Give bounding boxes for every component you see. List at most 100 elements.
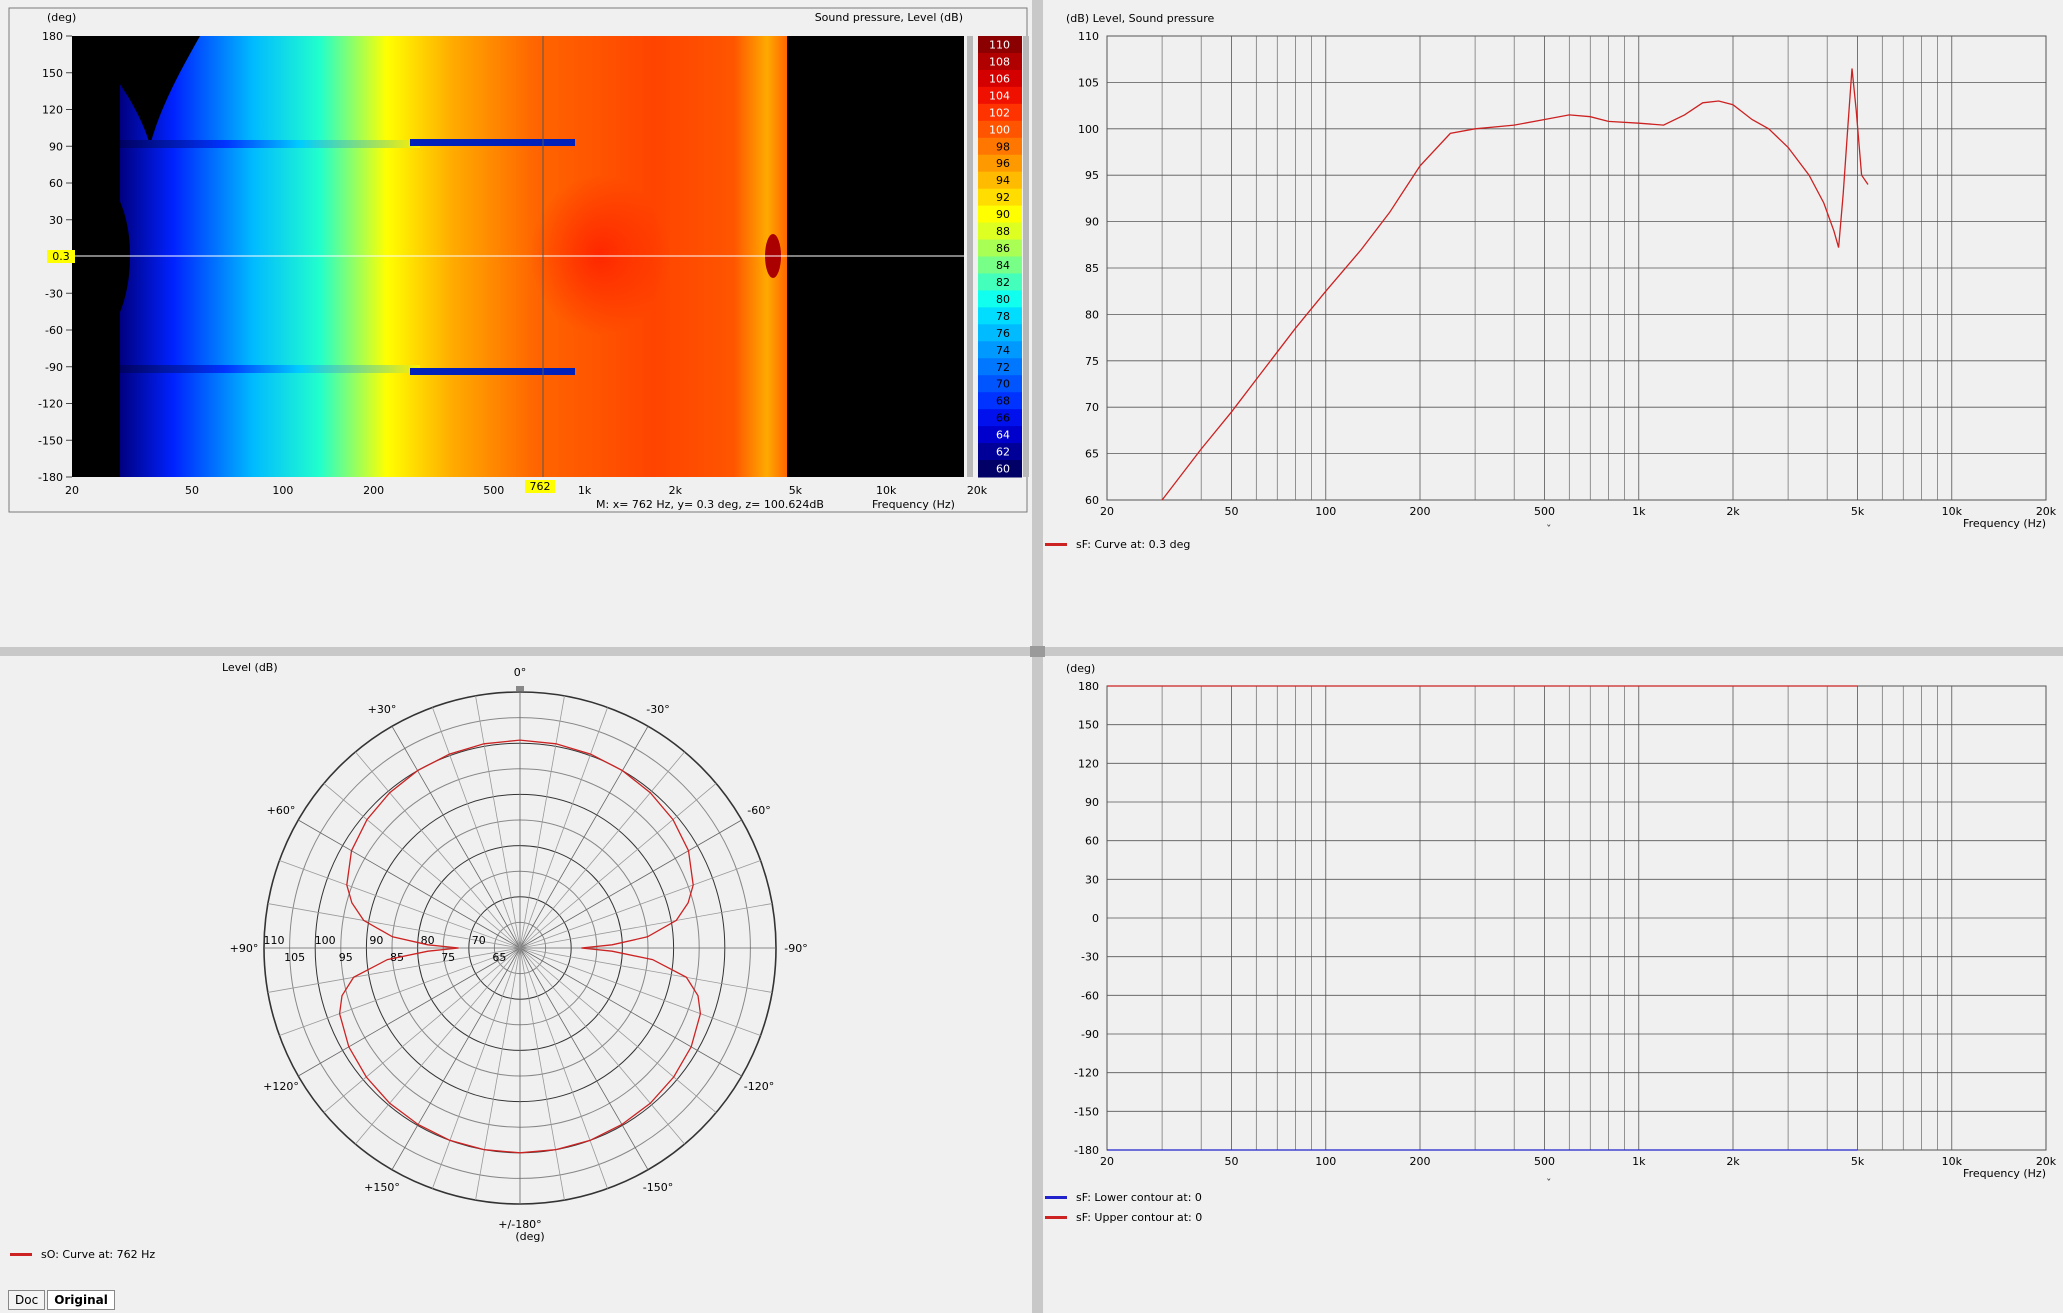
- sonogram-y-tick: -120: [38, 398, 63, 411]
- scale-label: 68: [996, 395, 1010, 408]
- polar-spoke: [267, 903, 521, 949]
- polar-ring-label: 70: [472, 934, 486, 947]
- scale-swatch: [978, 256, 1022, 274]
- polar-spoke: [519, 751, 685, 949]
- polar-spoke: [279, 860, 521, 949]
- frequency-response-legend: sF: Curve at: 0.3 deg: [1045, 538, 1190, 551]
- tab-doc[interactable]: Doc: [8, 1290, 46, 1310]
- x-tick-label: 20k: [2036, 505, 2057, 518]
- y-tick-label: 65: [1085, 448, 1099, 461]
- sonogram-x-tick: 10k: [876, 484, 897, 497]
- sonogram-y-tick: 90: [49, 140, 63, 153]
- contour-legend-upper: sF: Upper contour at: 0: [1045, 1211, 1202, 1224]
- scale-label: 82: [996, 276, 1010, 289]
- y-tick-label: 30: [1085, 873, 1099, 886]
- scale-swatch: [978, 154, 1022, 173]
- x-tick-label: 10k: [1942, 1155, 1963, 1168]
- scale-label: 110: [989, 38, 1010, 51]
- polar-spoke: [475, 695, 521, 949]
- x-tick-label: 5k: [1851, 1155, 1865, 1168]
- scale-swatch: [978, 341, 1022, 359]
- tab-original[interactable]: Original: [47, 1290, 115, 1310]
- scale-label: 90: [996, 208, 1010, 221]
- scale-label: 102: [989, 106, 1010, 119]
- y-axis-label: (deg): [1066, 662, 1095, 675]
- polar-spoke: [519, 903, 773, 949]
- scale-label: 106: [989, 72, 1010, 85]
- scale-label: 60: [996, 463, 1010, 476]
- x-tick-label: 20k: [2036, 1155, 2057, 1168]
- sonogram-scale-slider-right[interactable]: [1023, 36, 1029, 477]
- y-tick-label: -150: [1074, 1105, 1099, 1118]
- polar-chart[interactable]: Level (dB)110105100959085807570650°-30°-…: [0, 656, 1032, 1256]
- y-axis-label: (dB) Level, Sound pressure: [1066, 12, 1215, 25]
- scale-swatch: [978, 290, 1022, 308]
- scale-label: 86: [996, 242, 1010, 255]
- legend-label-upper: sF: Upper contour at: 0: [1076, 1211, 1203, 1224]
- y-tick-label: -30: [1081, 951, 1099, 964]
- polar-ring-label: 100: [315, 934, 336, 947]
- polar-spoke: [298, 819, 521, 949]
- polar-spoke: [355, 947, 521, 1145]
- scale-label: 62: [996, 446, 1010, 459]
- polar-spoke: [519, 947, 685, 1145]
- polar-spoke: [519, 947, 717, 1113]
- polar-angle-label: +60°: [267, 804, 296, 817]
- polar-ring-label: 75: [441, 951, 455, 964]
- sonogram-x-tick: 20k: [967, 484, 988, 497]
- polar-spoke: [519, 726, 649, 949]
- scale-label: 66: [996, 412, 1010, 425]
- legend-label-curve: sF: Curve at: 0.3 deg: [1076, 538, 1191, 551]
- sonogram-y-tick: -180: [38, 471, 63, 484]
- polar-angle-label: +150°: [364, 1181, 400, 1194]
- splitter-knob[interactable]: [1030, 646, 1045, 657]
- legend-label-lower: sF: Lower contour at: 0: [1076, 1191, 1202, 1204]
- legend-swatch-curve: [1045, 543, 1067, 546]
- polar-spoke: [519, 860, 761, 949]
- sonogram-xlabel: Frequency (Hz): [872, 498, 955, 511]
- sonogram-x-axis: 20 50 100 200 500 1k 2k 5k 10k 20k: [65, 484, 988, 497]
- sonogram-low-freq-mask-top: [72, 36, 200, 145]
- horizontal-splitter-right[interactable]: [1043, 647, 2063, 656]
- y-tick-label: 95: [1085, 169, 1099, 182]
- scale-label: 78: [996, 310, 1010, 323]
- sonogram-y-tick: 180: [42, 30, 63, 43]
- sonogram-chart[interactable]: (deg) Sound pressure, Level (dB) 180 150 1…: [0, 0, 1032, 647]
- polar-legend: sO: Curve at: 762 Hz: [10, 1248, 155, 1261]
- legend-swatch-upper: [1045, 1216, 1067, 1219]
- scale-label: 104: [989, 89, 1010, 102]
- contour-expand-icon[interactable]: ˇ: [1546, 1177, 1552, 1190]
- polar-spoke: [432, 947, 521, 1189]
- scale-swatch: [978, 188, 1022, 207]
- polar-spoke: [432, 707, 521, 949]
- polar-series-curve[interactable]: [338, 739, 702, 1154]
- polar-angle-label: -60°: [747, 804, 770, 817]
- polar-angle-label: -30°: [646, 703, 669, 716]
- y-tick-label: 105: [1078, 76, 1099, 89]
- series-line-0[interactable]: [1161, 68, 1869, 501]
- legend-swatch-lower: [1045, 1196, 1067, 1199]
- scale-swatch: [978, 137, 1022, 156]
- polar-title: Level (dB): [222, 661, 278, 674]
- horizontal-splitter-left[interactable]: [0, 647, 1032, 656]
- sonogram-scale-slider-left[interactable]: [967, 36, 973, 477]
- sonogram-pane: (deg) Sound pressure, Level (dB) 180 150 1…: [0, 0, 1032, 647]
- frequency-response-expand-icon[interactable]: ˇ: [1546, 523, 1552, 536]
- y-tick-label: 90: [1085, 216, 1099, 229]
- scale-label: 72: [996, 361, 1010, 374]
- frequency-response-pane: 110 105 100 95 90 85 80 75 70 65 60 20 50 100 200 500 1k…: [1043, 0, 2063, 647]
- y-tick-label: 60: [1085, 835, 1099, 848]
- scale-swatch: [978, 171, 1022, 190]
- scale-swatch: [978, 409, 1022, 427]
- sonogram-plot-area[interactable]: [72, 36, 964, 477]
- x-tick-label: 200: [1410, 505, 1431, 518]
- y-tick-label: 150: [1078, 719, 1099, 732]
- y-tick-label: 100: [1078, 123, 1099, 136]
- polar-ring-label: 65: [492, 951, 506, 964]
- polar-top-marker[interactable]: [516, 686, 524, 691]
- scale-swatch: [978, 69, 1022, 88]
- x-tick-label: 20: [1100, 505, 1114, 518]
- scale-swatch: [978, 239, 1022, 257]
